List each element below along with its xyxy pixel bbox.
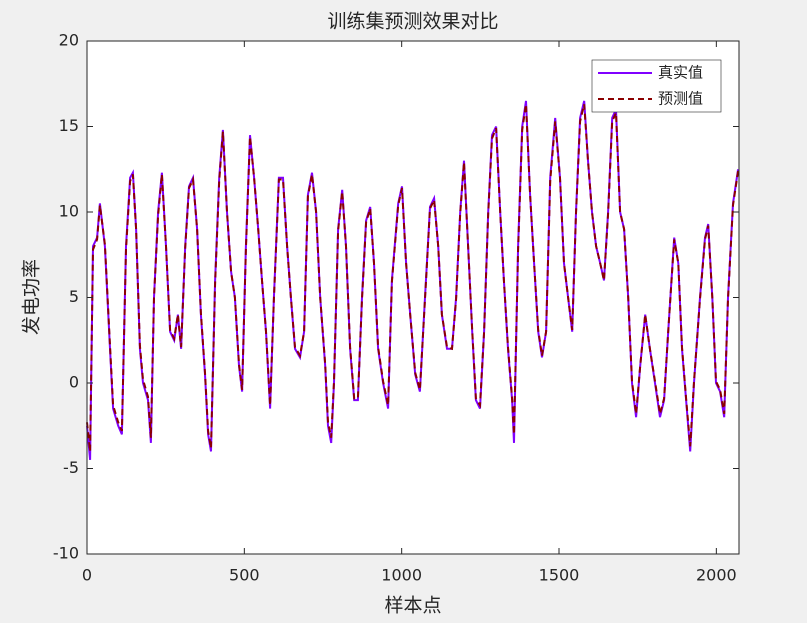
y-tick-label: 20 — [59, 31, 79, 50]
x-tick-label: 1000 — [381, 566, 422, 585]
legend-box — [591, 59, 722, 113]
chart-title: 训练集预测效果对比 — [327, 11, 498, 33]
x-tick-label: 1500 — [539, 566, 580, 585]
y-tick-label: 10 — [59, 202, 79, 221]
x-axis-label: 样本点 — [384, 595, 441, 617]
y-tick-label: 0 — [69, 373, 79, 392]
series-line — [86, 104, 740, 452]
x-tick-label: 500 — [229, 566, 260, 585]
legend-label: 预测值 — [658, 90, 703, 108]
legend-label: 真实值 — [658, 64, 703, 82]
y-tick-label: -5 — [63, 458, 79, 477]
y-axis-label: 发电功率 — [21, 259, 43, 335]
y-tick-label: -10 — [53, 544, 79, 563]
y-tick-label: 15 — [59, 116, 79, 135]
lines — [86, 100, 740, 460]
plot-area — [87, 41, 739, 554]
x-tick-label: 0 — [82, 566, 92, 585]
y-tick-label: 5 — [69, 287, 79, 306]
x-tick-label: 2000 — [696, 566, 737, 585]
